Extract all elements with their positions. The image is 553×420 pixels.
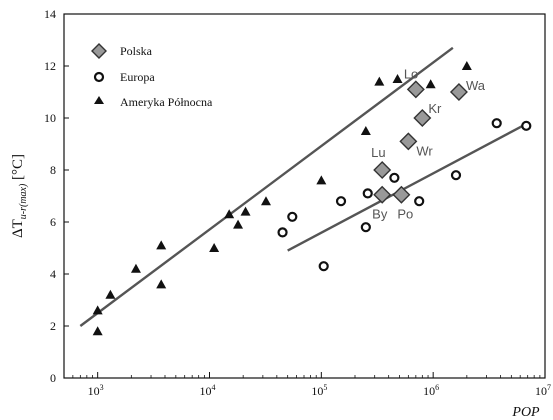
x-axis-label: POP: [511, 405, 540, 420]
y-tick-label: 12: [44, 59, 56, 73]
diamond-point: [413, 109, 432, 127]
triangle-point: [240, 206, 251, 216]
y-tick-label: 8: [50, 163, 56, 177]
y-tick-label: 6: [50, 215, 56, 229]
triangle-point: [260, 196, 271, 206]
annotation-lo: Lo: [404, 66, 418, 81]
triangle-point: [425, 79, 436, 89]
annotation-wa: Wa: [466, 78, 486, 93]
diamond-point: [406, 80, 425, 99]
diamond-point: [392, 185, 411, 204]
diamond-point: [373, 185, 392, 204]
triangle-point: [92, 305, 103, 315]
triangle-point: [130, 263, 141, 273]
circle-point: [389, 172, 400, 183]
circle-point: [277, 227, 288, 238]
legend-circle-marker: [93, 71, 105, 83]
triangle-point: [233, 219, 244, 229]
y-axis-label-sub: u-r(max): [18, 183, 29, 219]
annotation-kr: Kr: [428, 101, 442, 116]
legend-triangle-marker: [94, 96, 104, 104]
circle-point: [414, 196, 425, 207]
y-axis-label-main: ΔT: [10, 219, 26, 238]
triangle-point: [374, 76, 385, 86]
circle-point: [335, 196, 347, 207]
triangle-point: [224, 209, 235, 219]
y-tick-label: 14: [44, 7, 56, 21]
trend-line-2: [287, 122, 529, 252]
circle-point: [360, 222, 371, 233]
circle-point: [521, 120, 532, 131]
legend-label-europa: Europa: [120, 70, 155, 84]
triangle-point: [360, 126, 371, 135]
triangle-point: [392, 74, 403, 83]
triangle-point: [316, 175, 327, 185]
legend: Polska Europa Ameryka Północna: [91, 43, 213, 109]
plot-frame: [63, 13, 546, 379]
triangle-point: [209, 243, 220, 252]
x-tick-label: 105: [311, 383, 327, 398]
trend-line-1: [79, 46, 454, 327]
x-tick-label: 106: [423, 383, 439, 398]
y-tick-label: 0: [50, 371, 56, 385]
diamond-point: [399, 132, 418, 151]
x-tick-label: 103: [88, 383, 104, 398]
annotation-po: Po: [397, 207, 413, 222]
y-axis-label: ΔTu-r(max) [°C]: [10, 154, 29, 238]
y-tick-label: 10: [44, 111, 56, 125]
circle-point: [450, 170, 462, 181]
y-tick-label: 2: [50, 319, 56, 333]
legend-label-ameryka: Ameryka Północna: [120, 95, 213, 109]
x-tick-label: 104: [199, 383, 215, 398]
circle-point: [491, 118, 502, 129]
annotation-wr: Wr: [416, 143, 433, 158]
y-axis-label-unit: [°C]: [10, 154, 26, 184]
circle-point: [287, 211, 298, 222]
x-tick-label: 107: [535, 383, 551, 398]
triangle-point: [92, 326, 103, 336]
triangle-point: [156, 279, 167, 289]
triangle-point: [156, 240, 167, 250]
annotation-lu: Lu: [371, 145, 385, 160]
legend-diamond-marker: [91, 43, 107, 59]
legend-label-polska: Polska: [120, 44, 153, 58]
y-tick-label: 4: [50, 267, 56, 281]
triangle-point: [461, 61, 472, 70]
triangle-point: [105, 289, 116, 299]
circle-point: [362, 188, 373, 199]
diamond-point: [449, 83, 468, 101]
annotation-by: By: [372, 207, 388, 222]
diamond-point: [373, 161, 392, 179]
circle-point: [318, 261, 329, 272]
